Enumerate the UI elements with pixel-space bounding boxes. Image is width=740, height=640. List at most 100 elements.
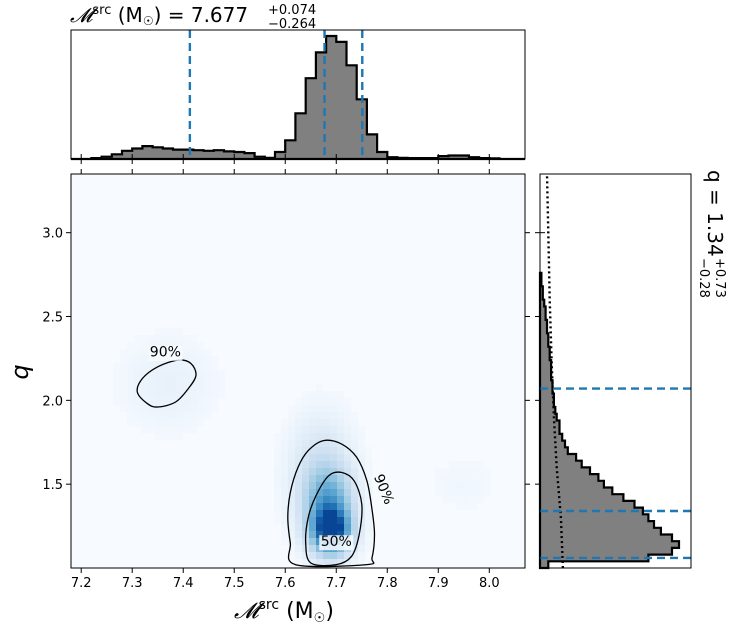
density-cell <box>169 398 177 406</box>
density-cell <box>316 475 324 483</box>
density-cell <box>183 349 191 357</box>
density-cell <box>484 489 492 497</box>
density-cell <box>288 503 296 511</box>
density-cell <box>288 545 296 553</box>
density-cell <box>344 405 352 413</box>
density-cell <box>183 391 191 399</box>
density-cell <box>274 517 282 525</box>
density-cell <box>141 405 149 413</box>
density-cell <box>197 412 205 420</box>
density-cell <box>337 447 345 455</box>
density-cell <box>204 363 212 371</box>
density-cell <box>477 482 485 490</box>
density-cell <box>470 503 478 511</box>
density-cell <box>302 426 310 434</box>
density-cell <box>323 517 331 525</box>
density-cell <box>162 391 170 399</box>
density-cell <box>365 447 373 455</box>
density-cell <box>148 412 156 420</box>
density-cell <box>358 433 366 441</box>
density-cell <box>302 419 310 427</box>
density-cell <box>218 370 226 378</box>
density-cell <box>204 377 212 385</box>
density-cell <box>337 475 345 483</box>
density-cell <box>162 433 170 441</box>
density-cell <box>337 524 345 532</box>
density-cell <box>449 461 457 469</box>
mc-histogram-panel <box>70 29 526 161</box>
density-cell <box>302 559 310 567</box>
density-cell <box>141 349 149 357</box>
contour-label-group: 90% <box>148 345 183 361</box>
q-histogram-panel <box>538 173 692 570</box>
density-cell <box>211 398 219 406</box>
density-cell <box>288 454 296 462</box>
density-cell <box>302 398 310 406</box>
density-cell <box>176 328 184 336</box>
density-cell <box>351 510 359 518</box>
density-cell <box>148 419 156 427</box>
density-cell <box>344 496 352 504</box>
density-cell <box>155 433 163 441</box>
density-cell <box>281 447 289 455</box>
density-cell <box>281 517 289 525</box>
density-cell <box>316 412 324 420</box>
density-cell <box>330 524 338 532</box>
density-cell <box>281 419 289 427</box>
density-cell <box>302 503 310 511</box>
density-cell <box>204 412 212 420</box>
density-cell <box>274 510 282 518</box>
density-cell <box>120 391 128 399</box>
y-tick-label: 2.0 <box>42 394 63 409</box>
density-cell <box>281 482 289 490</box>
density-cell <box>470 496 478 504</box>
density-cell <box>365 496 373 504</box>
x-tick-label: 7.5 <box>224 576 245 591</box>
density-cell <box>442 489 450 497</box>
right-title: q = 1.34 +0.73 −0.28 <box>696 170 727 298</box>
x-tick-label: 7.7 <box>326 576 347 591</box>
density-cell <box>316 433 324 441</box>
contour-50 <box>304 471 363 567</box>
density-cell <box>295 559 303 567</box>
density-cell <box>148 391 156 399</box>
density-cell <box>337 398 345 406</box>
density-cell <box>169 328 177 336</box>
density-cell <box>288 447 296 455</box>
density-cell <box>141 370 149 378</box>
density-cell <box>351 426 359 434</box>
density-cell <box>365 461 373 469</box>
density-cell <box>302 510 310 518</box>
density-cell <box>323 454 331 462</box>
density-cell <box>127 419 135 427</box>
density-cell <box>134 335 142 343</box>
density-cell <box>190 335 198 343</box>
density-cell <box>127 349 135 357</box>
density-cell <box>141 391 149 399</box>
density-cell <box>148 405 156 413</box>
density-cell <box>197 377 205 385</box>
x-tick-label: 8.0 <box>479 576 500 591</box>
density-cell <box>351 412 359 420</box>
density-cell <box>484 475 492 483</box>
density-cell <box>309 419 317 427</box>
density-cell <box>323 461 331 469</box>
density-cell <box>183 335 191 343</box>
density-cell <box>183 363 191 371</box>
density-cell <box>323 489 331 497</box>
density-cell <box>344 419 352 427</box>
density-cell <box>155 419 163 427</box>
density-cell <box>134 342 142 350</box>
density-cell <box>169 384 177 392</box>
density-cell <box>120 370 128 378</box>
density-cell <box>449 482 457 490</box>
density-cell <box>351 433 359 441</box>
density-cell <box>302 440 310 448</box>
density-cell <box>351 468 359 476</box>
density-cell <box>288 489 296 497</box>
density-cell <box>295 475 303 483</box>
density-cell <box>169 405 177 413</box>
density-cell <box>309 412 317 420</box>
density-cell <box>127 384 135 392</box>
density-cell <box>288 475 296 483</box>
